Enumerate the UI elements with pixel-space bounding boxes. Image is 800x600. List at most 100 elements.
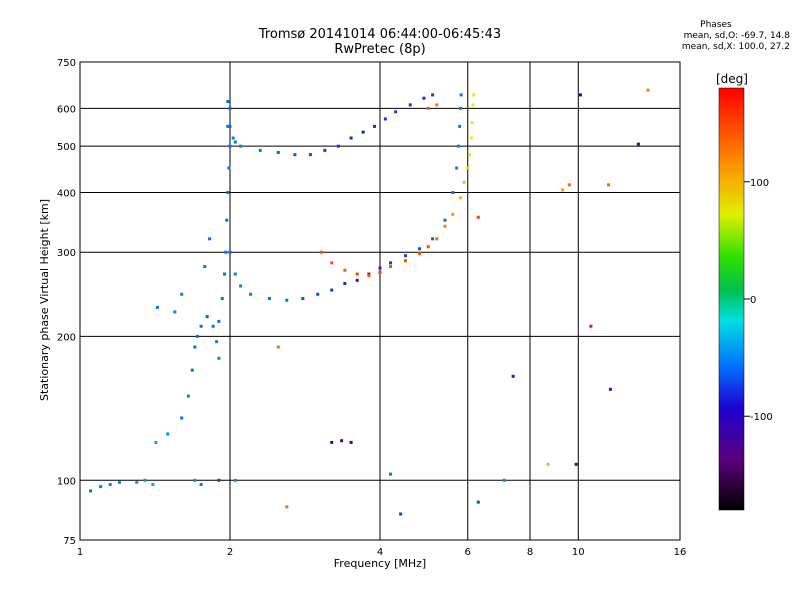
data-point — [135, 480, 139, 484]
data-point — [589, 324, 593, 328]
data-point — [233, 140, 237, 144]
data-point — [203, 265, 207, 269]
stats-heading: Phases — [700, 20, 732, 30]
data-point — [217, 478, 221, 482]
data-point — [180, 292, 184, 296]
y-tick-label: 400 — [57, 188, 76, 199]
data-point — [471, 103, 475, 107]
data-point — [561, 188, 565, 192]
data-point — [199, 482, 203, 486]
data-point — [355, 272, 359, 276]
data-point — [226, 124, 230, 128]
x-tick-label: 1 — [77, 547, 83, 558]
data-point — [403, 254, 407, 258]
data-point — [330, 261, 334, 265]
y-axis-label: Stationary phase Virtual Height [km] — [38, 199, 51, 401]
data-point — [443, 224, 447, 228]
data-point — [431, 93, 435, 97]
y-tick-label: 75 — [63, 536, 76, 547]
data-point — [225, 218, 229, 222]
colorbar-label: [deg] — [716, 72, 748, 86]
data-point — [276, 345, 280, 349]
data-point — [173, 310, 177, 314]
data-point — [193, 345, 197, 349]
data-point — [220, 297, 224, 301]
x-tick-label: 8 — [527, 547, 533, 558]
data-point — [466, 166, 470, 170]
x-axis-label: Frequency [MHz] — [334, 557, 426, 570]
colorbar-tick-label: -100 — [750, 412, 773, 423]
data-point — [636, 142, 640, 146]
data-point — [343, 268, 347, 272]
data-point — [455, 166, 459, 170]
data-point — [451, 190, 455, 194]
data-point — [458, 124, 462, 128]
data-point — [383, 117, 387, 121]
data-point — [458, 196, 462, 200]
data-point — [293, 153, 297, 157]
data-point — [108, 482, 112, 486]
data-point — [578, 93, 582, 97]
data-point — [330, 440, 334, 444]
data-point — [389, 472, 393, 476]
data-point — [336, 144, 340, 148]
data-point — [231, 136, 235, 140]
data-point — [417, 247, 421, 251]
y-tick-label: 200 — [57, 332, 76, 343]
data-point — [89, 489, 93, 493]
data-point — [258, 148, 262, 152]
x-tick-label: 6 — [465, 547, 471, 558]
data-point — [308, 153, 312, 157]
data-point — [451, 212, 455, 216]
data-point — [472, 93, 476, 97]
data-point — [408, 103, 412, 107]
data-point — [215, 340, 219, 344]
data-point — [546, 462, 550, 466]
data-point — [195, 334, 199, 338]
data-point — [180, 416, 184, 420]
data-point — [226, 100, 230, 104]
data-point — [249, 292, 253, 296]
data-point — [227, 166, 231, 170]
data-point — [226, 190, 230, 194]
data-point — [228, 106, 232, 110]
data-point — [458, 106, 462, 110]
data-point — [205, 315, 209, 319]
data-point — [349, 440, 353, 444]
data-point — [469, 136, 473, 140]
data-point — [99, 485, 103, 489]
plot-frame — [79, 61, 681, 541]
data-point — [211, 324, 215, 328]
data-point — [378, 266, 382, 270]
y-tick-label: 100 — [57, 476, 76, 487]
colorbar-tick-label: 100 — [750, 178, 769, 189]
stats-x-line: mean, sd,X: 100.0, 27.2 — [681, 42, 790, 52]
data-point — [567, 183, 571, 187]
data-point — [319, 250, 323, 254]
data-point — [301, 297, 305, 301]
colorbar — [718, 87, 745, 511]
x-tick-label: 10 — [572, 547, 585, 558]
data-point — [470, 121, 474, 125]
data-point — [422, 96, 426, 100]
data-point — [378, 271, 382, 275]
data-point — [233, 478, 237, 482]
data-point — [361, 130, 365, 134]
data-point — [574, 462, 578, 466]
data-point — [394, 110, 398, 114]
data-point — [646, 88, 650, 92]
y-tick-label: 300 — [57, 248, 76, 259]
stats-o-line: mean, sd,O: -69.7, 14.8 — [683, 31, 790, 41]
chart-title: Tromsø 20141014 06:44:00-06:45:43 — [258, 27, 502, 42]
data-point — [323, 148, 327, 152]
data-point — [228, 144, 232, 148]
data-point — [276, 150, 280, 154]
data-point — [511, 374, 515, 378]
data-point — [435, 237, 439, 241]
data-point — [193, 478, 197, 482]
data-point — [431, 237, 435, 241]
x-tick-label: 4 — [377, 547, 383, 558]
data-point — [285, 505, 289, 509]
data-point — [155, 305, 159, 309]
